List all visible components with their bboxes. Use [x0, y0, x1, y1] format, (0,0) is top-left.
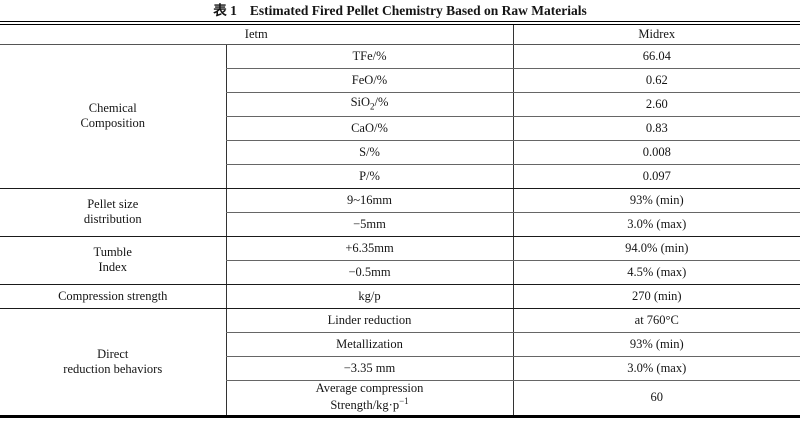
table-title-text: Estimated Fired Pellet Chemistry Based o… — [249, 3, 587, 18]
row-value: 93% (min) — [513, 332, 800, 357]
section-label-pellet-size: Pellet size distribution — [0, 188, 226, 237]
table-row: Pellet size distribution 9~16mm 93% (min… — [0, 188, 800, 237]
table-title: 表 1 Estimated Fired Pellet Chemistry Base… — [0, 0, 800, 21]
row-param: −0.5mm — [225, 260, 514, 285]
row-param: Metallization — [225, 332, 514, 357]
row-value: 2.60 — [513, 92, 800, 117]
table-header-row: Ietm Midrex — [0, 23, 800, 45]
row-value: 0.008 — [513, 140, 800, 165]
row-value: 270 (min) — [513, 284, 800, 309]
row-value: 0.097 — [513, 164, 800, 189]
row-value: 94.0% (min) — [513, 236, 800, 261]
row-param: 9~16mm — [225, 188, 514, 213]
column-header-midrex: Midrex — [513, 23, 800, 45]
row-value: 66.04 — [513, 44, 800, 69]
section-label-chemical-composition: Chemical Composition — [0, 44, 226, 189]
table-row: P/% 0.097 — [0, 164, 800, 189]
row-param: CaO/% — [225, 116, 514, 141]
table-row: FeO/% 0.62 — [0, 68, 800, 93]
row-param: −3.35 mm — [225, 356, 514, 381]
row-value: 4.5% (max) — [513, 260, 800, 285]
section-label-compression-strength: Compression strength — [0, 284, 226, 309]
table-row: Compression strength kg/p 270 (min) — [0, 284, 800, 309]
row-param: P/% — [225, 164, 514, 189]
row-param: FeO/% — [225, 68, 514, 93]
table-row: Tumble Index +6.35mm 94.0% (min) — [0, 236, 800, 285]
table-row: Chemical Composition TFe/% 66.04 — [0, 44, 800, 189]
table-row: S/% 0.008 — [0, 140, 800, 165]
table-row: −0.5mm 4.5% (max) — [0, 260, 800, 285]
row-value: 0.62 — [513, 68, 800, 93]
table-row: −3.35 mm 3.0% (max) — [0, 356, 800, 381]
section-label-direct-reduction: Direct reduction behaviors — [0, 308, 226, 417]
row-param: SiO2/% — [225, 92, 514, 117]
row-param: kg/p — [225, 284, 514, 309]
row-value: 60 — [513, 380, 800, 417]
table-number: 表 1 — [213, 3, 237, 18]
row-param: Linder reduction — [225, 308, 514, 333]
row-param: S/% — [225, 140, 514, 165]
row-param: −5mm — [225, 212, 514, 237]
row-param: Average compression Strength/kg·p−1 — [225, 380, 514, 417]
pellet-chemistry-table: Ietm Midrex Chemical Composition TFe/% 6… — [0, 21, 800, 418]
section-label-tumble-index: Tumble Index — [0, 236, 226, 285]
table-row: Metallization 93% (min) — [0, 332, 800, 357]
row-param: TFe/% — [225, 44, 514, 69]
row-value: 93% (min) — [513, 188, 800, 213]
table-row: −5mm 3.0% (max) — [0, 212, 800, 237]
column-header-item: Ietm — [0, 23, 514, 45]
table-row: CaO/% 0.83 — [0, 116, 800, 141]
row-value: 3.0% (max) — [513, 212, 800, 237]
table-row: SiO2/% 2.60 — [0, 92, 800, 117]
row-value: 0.83 — [513, 116, 800, 141]
row-value: 3.0% (max) — [513, 356, 800, 381]
table-row: Direct reduction behaviors Linder reduct… — [0, 308, 800, 417]
row-param: +6.35mm — [225, 236, 514, 261]
row-value: at 760°C — [513, 308, 800, 333]
table-row: Average compression Strength/kg·p−1 60 — [0, 380, 800, 417]
